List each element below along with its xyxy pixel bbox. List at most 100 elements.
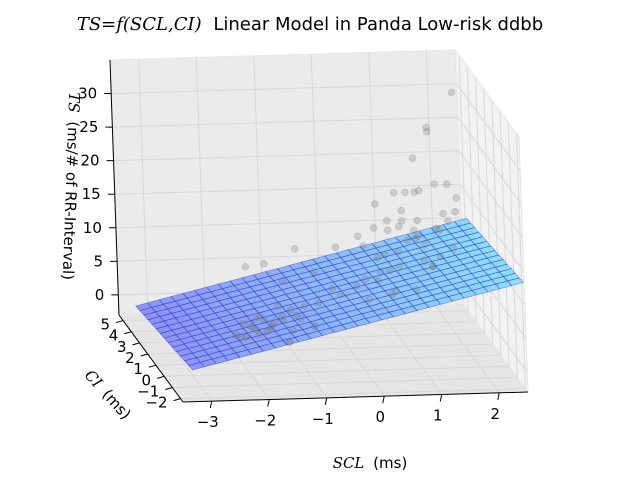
scatter-points	[232, 88, 461, 346]
z-gridline	[113, 150, 524, 238]
scatter-point	[255, 330, 264, 338]
scatter-point	[414, 232, 422, 240]
scatter-point	[232, 331, 240, 339]
scatter-point	[337, 290, 345, 298]
y-axis-label-unit: (ms)	[98, 386, 134, 423]
scatter-point	[289, 326, 297, 335]
scatter-point	[256, 312, 264, 320]
scatter-point	[374, 277, 383, 285]
scatter-point	[449, 244, 457, 252]
y-tick-label: 1	[133, 360, 143, 378]
scatter-point	[274, 302, 282, 310]
scatter-point	[248, 323, 256, 331]
scatter-point	[369, 224, 378, 232]
scatter-point	[395, 262, 403, 270]
scatter-point	[398, 217, 406, 225]
chart-title-math: TS=f(SCL,CI)	[77, 14, 202, 35]
scatter-point	[371, 200, 379, 208]
scatter-point	[236, 333, 245, 341]
scatter-point	[373, 254, 382, 262]
x-tick	[209, 401, 213, 409]
x-tick-label: 1	[433, 407, 443, 425]
scatter-point	[420, 257, 429, 265]
x-axis-label: SCL (ms)	[333, 454, 408, 472]
x-tick-label: −3	[197, 413, 219, 431]
z-axis-line	[109, 59, 120, 316]
scatter-point	[383, 217, 391, 225]
scatter-point	[432, 224, 440, 232]
scatter-point	[242, 333, 251, 341]
z-gridline	[112, 116, 522, 205]
scatter-point	[297, 314, 305, 323]
scatter-point	[443, 180, 451, 188]
scatter-point	[278, 312, 286, 320]
scatter-point	[401, 188, 409, 197]
scatter-point	[300, 302, 309, 310]
scatter-point	[384, 226, 392, 234]
y-tick-label: 2	[125, 349, 135, 367]
scatter-point	[394, 247, 402, 256]
scatter-point	[260, 260, 268, 268]
scatter-point	[439, 210, 447, 218]
scatter-point	[436, 226, 444, 234]
scatter-point	[239, 319, 247, 328]
y-gridline	[180, 133, 527, 400]
scatter-point	[410, 226, 418, 234]
scatter-point	[269, 321, 277, 330]
scatter-point	[352, 281, 361, 290]
scatter-point	[392, 287, 400, 295]
scatter-point	[331, 243, 340, 252]
y-tick-label: 4	[109, 327, 119, 345]
scatter-point	[386, 266, 394, 275]
y-tick	[140, 353, 148, 357]
y-tick	[165, 387, 173, 390]
scatter-point	[381, 250, 389, 259]
scatter-point	[270, 318, 279, 326]
scatter-point	[246, 322, 255, 330]
scatter-point	[420, 241, 428, 249]
scatter-point	[266, 324, 274, 332]
scatter-point	[428, 262, 437, 270]
y-tick-label: −2	[145, 394, 167, 412]
y-tick-label: 5	[101, 316, 111, 334]
y-tick	[115, 320, 124, 324]
x-tick	[382, 396, 385, 404]
scatter-point	[395, 222, 403, 231]
x-axis-line	[182, 391, 529, 403]
z-gridline	[114, 183, 525, 272]
x-tick	[439, 394, 443, 402]
scatter-point	[447, 88, 456, 97]
scatter-point	[365, 295, 373, 304]
x-tick-label: −2	[254, 412, 276, 430]
scatter-point	[328, 284, 336, 293]
y-tick	[148, 364, 157, 368]
scatter-point	[377, 267, 385, 276]
x-tick-label: 0	[376, 408, 386, 426]
scatter-point	[452, 194, 461, 202]
y-tick	[173, 398, 181, 402]
regression-plane	[135, 218, 524, 371]
scatter-point	[353, 232, 362, 240]
x-tick-label: −1	[312, 410, 334, 428]
y-gridline	[155, 100, 502, 366]
y-axis-label: CI (ms)	[81, 366, 135, 423]
scatter-point	[279, 316, 287, 325]
scatter-point	[397, 206, 405, 215]
y-tick-label: −1	[137, 383, 159, 401]
y-tick	[124, 331, 132, 335]
z-tick-label: 10	[83, 219, 102, 237]
y-tick	[132, 342, 140, 346]
z-axis-label-unit: (ms/# of RR-Interval)	[59, 121, 83, 280]
scatter-point	[314, 299, 322, 307]
scatter-point	[263, 327, 272, 335]
scatter-point	[287, 305, 295, 314]
scatter-point	[390, 189, 398, 197]
z-tick-label: 25	[79, 118, 98, 136]
y-axis-label-math: CI	[81, 366, 107, 392]
scatter-point	[286, 338, 294, 346]
scatter-point	[423, 127, 431, 136]
scatter-point	[429, 262, 437, 271]
scatter-point	[430, 180, 438, 188]
scatter-point	[412, 286, 421, 294]
